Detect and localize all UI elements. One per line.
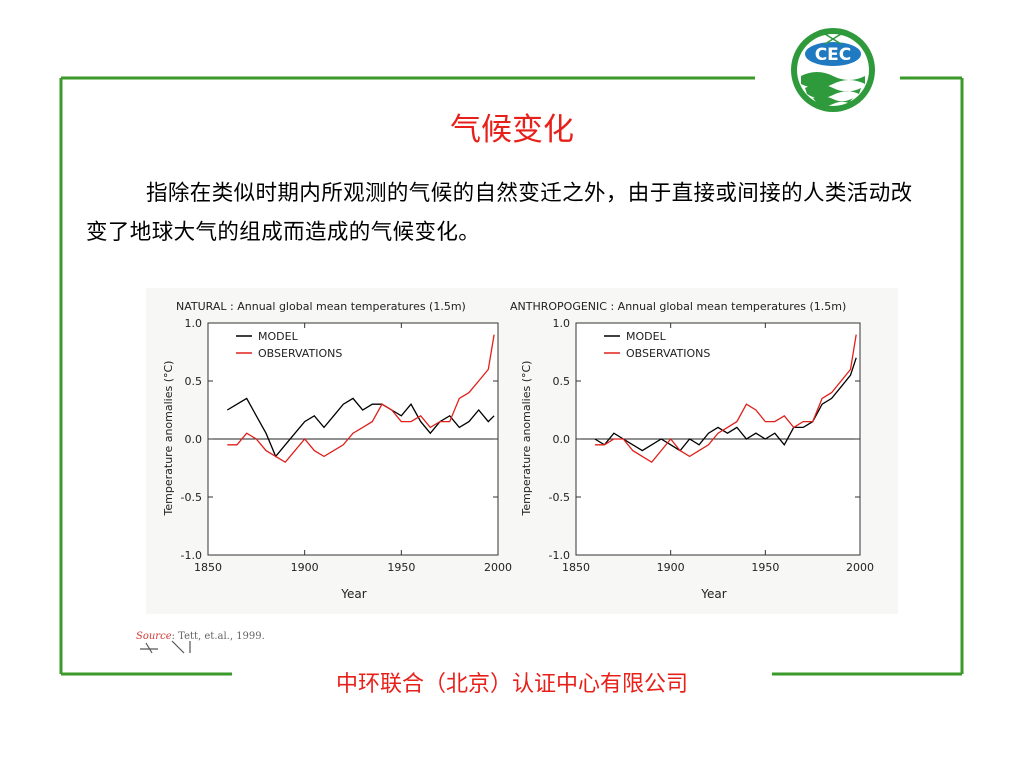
footnote-mark-icon bbox=[140, 640, 191, 654]
chart1-title: NATURAL : Annual global mean temperature… bbox=[176, 300, 466, 313]
chart2-ytick-label: -0.5 bbox=[549, 491, 570, 504]
slide-title: 气候变化 bbox=[450, 112, 574, 148]
company-footer: 中环联合（北京）认证中心有限公司 bbox=[0, 666, 1024, 698]
chart1-series-observations-line bbox=[227, 334, 495, 464]
chart2-xlabel: Year bbox=[700, 587, 726, 601]
chart2-ytick-label: -1.0 bbox=[549, 549, 570, 562]
chart1-xtick-label: 1850 bbox=[194, 561, 222, 574]
chart2-ytick-label: 0.5 bbox=[553, 375, 571, 388]
chart1-series-model-line bbox=[226, 397, 495, 458]
chart1-xtick-label: 1950 bbox=[387, 561, 415, 574]
chart1-ytick-label: 1.0 bbox=[185, 317, 203, 330]
chart1-xtick-label: 2000 bbox=[484, 561, 512, 574]
company-name: 中环联合（北京）认证中心有限公司 bbox=[319, 672, 704, 697]
chart2-xtick-label: 1850 bbox=[562, 561, 590, 574]
cec-logo: CEC bbox=[791, 28, 875, 112]
chart1-ylabel: Temperature anomalies (°C) bbox=[162, 361, 175, 517]
chart1-legend-label: MODEL bbox=[258, 330, 299, 343]
chart1-ytick-label: 0.5 bbox=[185, 375, 203, 388]
chart1-legend-label: OBSERVATIONS bbox=[258, 347, 342, 360]
chart2-ytick-label: 0.0 bbox=[553, 433, 571, 446]
logo-text: CEC bbox=[815, 45, 852, 65]
source-reference: : Tett, et.al., 1999. bbox=[171, 631, 265, 642]
chart1-ytick-label: -1.0 bbox=[181, 549, 202, 562]
chart1-xlabel: Year bbox=[340, 587, 366, 601]
chart2-ytick-label: 1.0 bbox=[553, 317, 571, 330]
chart1-ytick-label: -0.5 bbox=[181, 491, 202, 504]
chart2-legend-label: OBSERVATIONS bbox=[626, 347, 710, 360]
chart2-series-observations-line bbox=[594, 334, 857, 464]
source-label: Source bbox=[136, 631, 172, 642]
chart2-legend-label: MODEL bbox=[626, 330, 667, 343]
chart1-ytick-label: 0.0 bbox=[185, 433, 203, 446]
definition-paragraph: 指除在类似时期内所观测的气候的自然变迁之外，由于直接或间接的人类活动改变了地球大… bbox=[86, 181, 913, 245]
chart2-title: ANTHROPOGENIC : Annual global mean tempe… bbox=[510, 300, 846, 313]
temperature-charts: NATURAL : Annual global mean temperature… bbox=[162, 300, 874, 601]
chart-panel: NATURAL : Annual global mean temperature… bbox=[146, 288, 898, 614]
chart2-xtick-label: 1950 bbox=[751, 561, 779, 574]
source-citation: Source: Tett, et.al., 1999. bbox=[136, 631, 265, 642]
chart2-series-model-line bbox=[594, 357, 857, 452]
chart1-xtick-label: 1900 bbox=[291, 561, 319, 574]
chart2-xtick-label: 2000 bbox=[846, 561, 874, 574]
chart2-ylabel: Temperature anomalies (°C) bbox=[520, 361, 533, 517]
chart2-xtick-label: 1900 bbox=[657, 561, 685, 574]
